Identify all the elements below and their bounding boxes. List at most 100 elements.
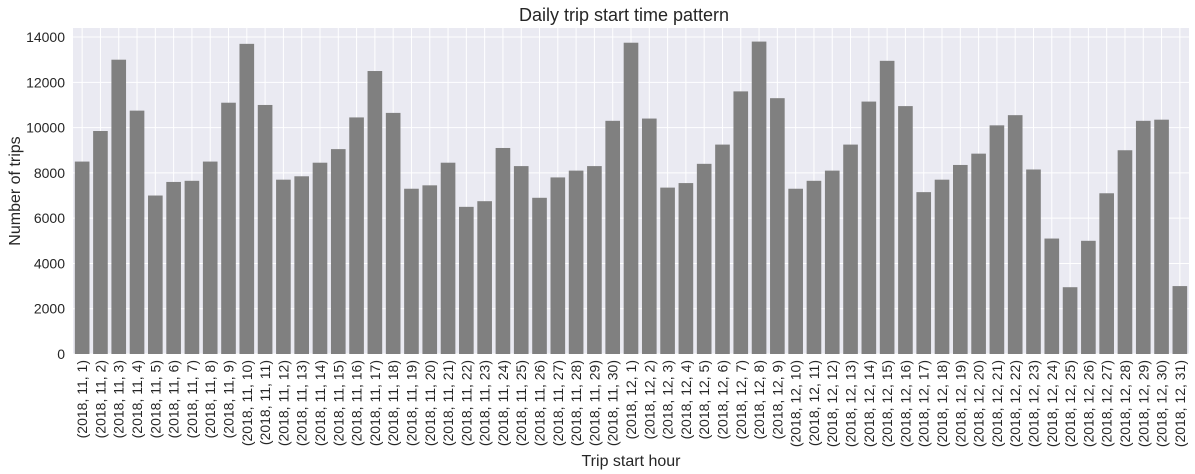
- x-tick-label: (2018, 12, 24): [1044, 360, 1060, 447]
- y-tick-label: 14000: [26, 29, 65, 45]
- y-axis-title: Number of trips: [7, 136, 24, 245]
- bar: [971, 153, 986, 354]
- bar: [257, 104, 273, 354]
- x-axis-title: Trip start hour: [582, 453, 682, 470]
- bar: [1099, 193, 1114, 354]
- x-tick-label: (2018, 11, 5): [147, 360, 163, 438]
- bar: [330, 149, 346, 354]
- bar: [770, 98, 785, 354]
- bar: [1154, 119, 1169, 354]
- y-tick-label: 12000: [26, 74, 65, 90]
- x-tick-label: (2018, 12, 9): [769, 360, 785, 439]
- bar: [605, 120, 621, 354]
- bar: [934, 179, 950, 354]
- bar: [513, 166, 529, 354]
- x-tick-label: (2018, 11, 1): [74, 360, 90, 438]
- bar: [404, 188, 419, 354]
- bar: [916, 192, 932, 354]
- bar: [93, 131, 108, 354]
- bar: [1117, 150, 1133, 354]
- x-tick-label: (2018, 11, 10): [239, 360, 255, 446]
- y-tick-label: 6000: [34, 210, 65, 226]
- x-tick-label: (2018, 11, 2): [92, 360, 108, 438]
- bar: [678, 183, 694, 354]
- bar: [166, 181, 181, 354]
- x-tick-label: (2018, 12, 3): [660, 360, 676, 439]
- bar: [276, 179, 291, 354]
- bar: [898, 106, 913, 355]
- x-tick-label: (2018, 11, 30): [605, 360, 621, 446]
- bar: [532, 197, 547, 354]
- bar: [239, 43, 255, 354]
- bar: [824, 170, 840, 354]
- x-tick-label: (2018, 11, 26): [532, 360, 548, 446]
- bar: [221, 102, 236, 354]
- x-tick-label: (2018, 11, 13): [294, 360, 310, 446]
- x-tick-label: (2018, 12, 2): [641, 360, 657, 439]
- bar: [715, 144, 730, 354]
- x-tick-label: (2018, 11, 20): [422, 360, 438, 446]
- bars-group: [74, 41, 1188, 355]
- x-tick-label: (2018, 12, 26): [1080, 360, 1096, 447]
- bar: [477, 201, 492, 354]
- x-tick-label: (2018, 11, 19): [403, 360, 419, 446]
- y-tick-label: 2000: [34, 301, 65, 317]
- x-tick-label: (2018, 11, 7): [184, 360, 200, 438]
- bar: [459, 206, 474, 354]
- x-tick-label: (2018, 12, 4): [678, 360, 694, 439]
- y-tick-label: 10000: [26, 120, 65, 136]
- x-tick-label: (2018, 12, 23): [1025, 360, 1041, 447]
- x-tick-label: (2018, 11, 14): [312, 360, 328, 446]
- chart-title: Daily trip start time pattern: [519, 5, 729, 25]
- bar: [1026, 169, 1041, 354]
- x-tick-label: (2018, 12, 31): [1172, 360, 1188, 447]
- x-tick-label: (2018, 11, 28): [568, 360, 584, 446]
- bar: [641, 118, 657, 354]
- x-tick-label: (2018, 12, 6): [714, 360, 730, 439]
- bar: [111, 59, 127, 354]
- bar: [733, 91, 749, 354]
- bar: [751, 41, 767, 354]
- bar: [843, 144, 858, 354]
- x-tick-label: (2018, 11, 23): [477, 360, 493, 446]
- x-tick-label: (2018, 11, 4): [129, 360, 145, 438]
- x-tick-label: (2018, 11, 3): [111, 360, 127, 438]
- x-tick-label: (2018, 12, 25): [1062, 360, 1078, 447]
- x-tick-label: (2018, 11, 29): [586, 360, 602, 446]
- bar: [1044, 238, 1060, 354]
- bar: [660, 187, 675, 354]
- bar: [788, 188, 803, 354]
- x-tick-label: (2018, 11, 15): [330, 360, 346, 446]
- x-tick-label: (2018, 11, 27): [550, 360, 566, 446]
- bar: [1007, 115, 1023, 354]
- y-tick-label: 4000: [34, 255, 65, 271]
- x-tick-label: (2018, 11, 24): [495, 360, 511, 446]
- bar: [184, 180, 200, 354]
- bar: [861, 101, 877, 354]
- bar: [495, 147, 511, 354]
- bar: [550, 177, 566, 354]
- bar: [879, 60, 895, 355]
- x-tick-label: (2018, 11, 6): [166, 360, 182, 438]
- bar: [148, 195, 163, 354]
- x-tick-label: (2018, 12, 15): [879, 360, 895, 447]
- bar: [1172, 286, 1188, 354]
- x-axis-ticks: (2018, 11, 1) (2018, 11, 2) (2018, 11, 3)(…: [74, 360, 1188, 447]
- x-tick-label: (2018, 12, 28): [1117, 360, 1133, 447]
- x-tick-label: (2018, 12, 27): [1099, 360, 1115, 447]
- bar: [952, 164, 968, 354]
- x-tick-label: (2018, 12, 16): [897, 360, 913, 447]
- x-tick-label: (2018, 11, 22): [458, 360, 474, 446]
- x-tick-label: (2018, 12, 17): [916, 360, 932, 447]
- x-tick-label: (2018, 12, 20): [971, 360, 987, 447]
- bar: [74, 161, 90, 354]
- x-tick-label: (2018, 11, 21): [440, 360, 456, 446]
- x-tick-label: (2018, 12, 1): [623, 360, 639, 439]
- bar: [696, 163, 712, 354]
- x-tick-label: (2018, 12, 18): [934, 360, 950, 447]
- bar: [422, 185, 438, 354]
- x-tick-label: (2018, 11, 8): [202, 360, 218, 438]
- x-tick-label: (2018, 12, 11): [806, 360, 822, 446]
- y-axis-ticks: 0 2000 4000 6000 8000 10000 12000 14000: [26, 29, 65, 362]
